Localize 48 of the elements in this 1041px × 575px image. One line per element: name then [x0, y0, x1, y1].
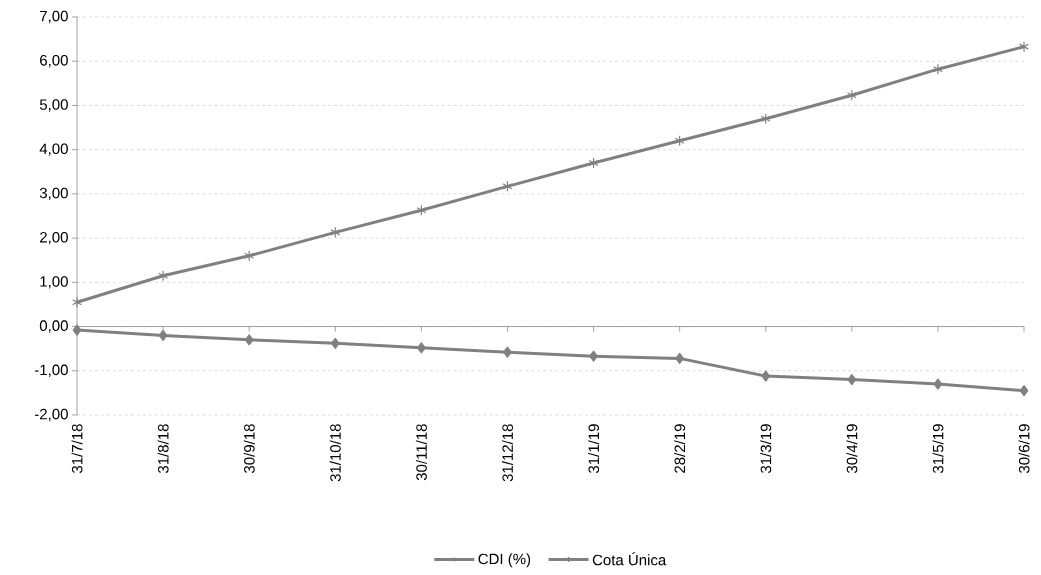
point [932, 63, 943, 75]
legend-label: Cota Única [592, 552, 667, 566]
x-tick-label: 28/2/19 [674, 424, 686, 473]
point [933, 378, 943, 390]
point [72, 296, 82, 308]
x-tick-label: 31/7/18 [71, 424, 83, 473]
point [503, 346, 512, 358]
x-tick-label: 31/3/19 [760, 424, 772, 473]
y-tick-label: 1,00 [40, 276, 68, 289]
y-tick-label: 6,00 [40, 55, 68, 68]
point [846, 89, 857, 101]
point [158, 329, 168, 341]
point [675, 352, 684, 364]
point [847, 374, 857, 386]
y-tick-label: 7,00 [40, 10, 68, 24]
y-tick-label: 4,00 [39, 143, 68, 156]
x-tick-label: 30/4/19 [846, 424, 858, 473]
x-tick-label: 31/5/19 [932, 424, 944, 473]
point [330, 337, 340, 349]
x-tick-label: 31/12/18 [501, 424, 513, 482]
point [502, 180, 513, 192]
y-tick-label: 2,00 [40, 231, 68, 245]
point [761, 370, 771, 382]
point [244, 250, 255, 262]
x-tick-label: 30/6/19 [1018, 424, 1030, 473]
x-tick-label: 31/8/18 [157, 424, 169, 473]
y-tick-label: -2,00 [34, 408, 68, 422]
point [674, 135, 685, 147]
point [589, 350, 598, 362]
y-tick-label: 3,00 [39, 187, 68, 201]
point [1019, 385, 1029, 397]
x-tick-label: 31/10/18 [329, 424, 341, 482]
point [330, 226, 341, 238]
point [72, 324, 82, 336]
point [1019, 41, 1029, 53]
legend-label: CDI (%) [478, 553, 531, 568]
point [158, 270, 169, 282]
x-tick-label: 31/1/19 [588, 424, 600, 473]
point [588, 157, 599, 169]
point [416, 204, 427, 216]
x-tick-label: 30/9/18 [243, 424, 255, 473]
y-tick-label: 5,00 [39, 99, 68, 112]
x-tick-label: 30/11/18 [415, 424, 427, 481]
point [760, 113, 771, 125]
y-tick-label: 0,00 [39, 320, 68, 333]
point [417, 342, 426, 354]
point [244, 334, 254, 346]
y-tick-label: -1,00 [34, 364, 68, 377]
